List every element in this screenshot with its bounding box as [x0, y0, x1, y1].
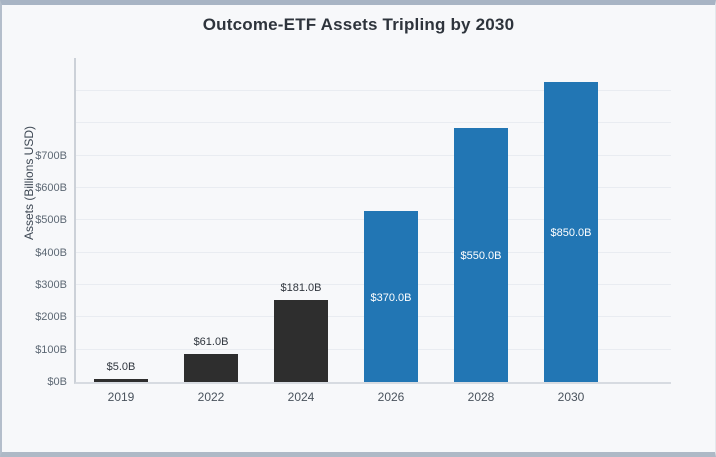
x-tick-label: 2028: [467, 390, 495, 404]
bar-value-label: $61.0B: [193, 336, 229, 348]
chart-title: Outcome-ETF Assets Tripling by 2030: [202, 15, 515, 34]
gridline: [76, 122, 671, 124]
y-tick-label: $700B: [35, 149, 67, 162]
bar-value-label: $5.0B: [106, 361, 136, 373]
x-tick-label: 2019: [107, 390, 135, 404]
gridline: [76, 90, 671, 92]
bar-2026: $370.0B: [364, 211, 418, 382]
bar-value-label: $850.0B: [550, 227, 592, 239]
bar-2030: $850.0B: [544, 82, 598, 382]
plot-area: $0B $100B $200B $300B $400B $500B $600B $700B $…: [35, 58, 671, 404]
bar-2028: $550.0B: [454, 128, 508, 382]
y-tick-label: $400B: [35, 246, 67, 259]
x-tick-label: 2026: [377, 390, 405, 404]
x-tick-label: 2030: [557, 390, 585, 404]
gridline: [76, 187, 671, 189]
y-tick-label: $200B: [35, 311, 67, 324]
bar-2022: $61.0B: [184, 336, 238, 382]
y-tick-label: $0B: [47, 376, 67, 388]
bar-2019: $5.0B: [94, 361, 148, 382]
x-tick-label: 2024: [287, 390, 315, 404]
gridline: [76, 154, 671, 156]
bar-2024: $181.0B: [274, 282, 328, 382]
y-axis-title: Assets (Billions USD): [22, 125, 36, 241]
bar-value-label: $181.0B: [280, 282, 322, 294]
y-tick-label: $500B: [35, 214, 67, 227]
x-tick-label: 2022: [197, 390, 225, 404]
bar-value-label: $550.0B: [460, 250, 502, 262]
bar-value-label: $370.0B: [370, 291, 412, 304]
y-tick-label: $600B: [35, 182, 67, 195]
y-tick-label: $300B: [35, 279, 67, 292]
y-tick-label: $100B: [35, 343, 67, 356]
